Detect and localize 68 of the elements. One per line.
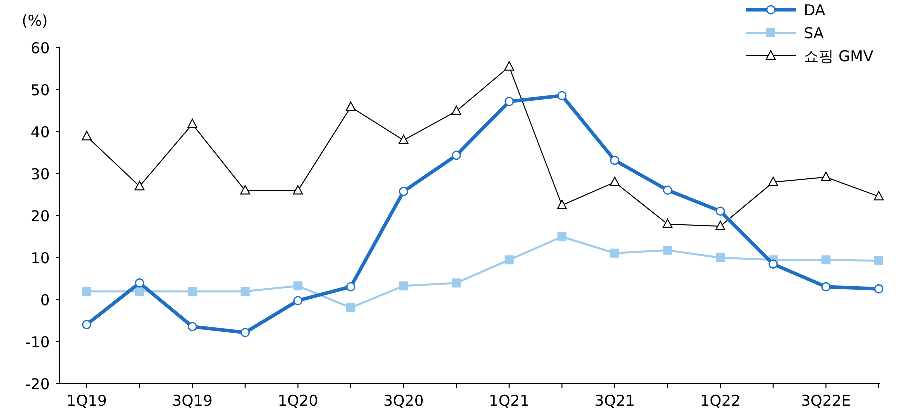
point	[346, 102, 356, 112]
point	[452, 150, 462, 160]
point	[874, 191, 884, 201]
y-tick-label: 0	[40, 291, 50, 310]
point	[135, 287, 144, 296]
y-tick-label: 50	[30, 81, 50, 100]
point	[82, 320, 92, 330]
point	[504, 256, 514, 265]
point	[716, 254, 726, 262]
point	[240, 287, 250, 296]
legend-label: 쇼핑 GMV	[804, 47, 874, 66]
point	[452, 106, 462, 116]
point	[504, 97, 514, 106]
point	[768, 260, 778, 269]
point	[294, 296, 303, 306]
point	[768, 176, 778, 186]
y-tick-label: 60	[30, 39, 50, 58]
point	[82, 287, 92, 296]
point	[294, 282, 303, 291]
point	[874, 284, 884, 294]
point	[874, 256, 884, 266]
y-tick-label: 10	[30, 249, 50, 268]
point	[504, 61, 514, 71]
point	[188, 322, 198, 332]
point	[188, 118, 198, 128]
point	[399, 186, 408, 196]
point	[293, 185, 304, 195]
point	[610, 248, 620, 258]
y-tick-label: -10	[26, 333, 50, 352]
point	[610, 156, 620, 166]
y-tick-label: 20	[30, 207, 50, 226]
y-tick-label: 30	[30, 165, 50, 184]
point	[663, 186, 672, 196]
x-tick-label: 3Q22E	[801, 392, 852, 410]
point	[610, 176, 620, 186]
point	[346, 282, 356, 292]
x-tick-label: 1Q20	[278, 392, 318, 410]
x-tick-label: 1Q21	[489, 392, 530, 410]
point	[663, 246, 672, 255]
x-tick-label: 1Q22	[700, 392, 741, 410]
y-axis-title: (%)	[22, 12, 48, 30]
legend-label: SA	[804, 24, 825, 42]
y-tick-label: -20	[26, 375, 50, 394]
point	[716, 206, 726, 216]
x-tick-label: 1Q19	[66, 392, 108, 410]
point	[398, 134, 409, 144]
point	[135, 278, 144, 288]
point	[134, 181, 145, 191]
point	[662, 218, 673, 228]
point	[346, 303, 356, 312]
y-tick-label: 40	[30, 123, 50, 142]
point	[82, 131, 92, 141]
point	[399, 282, 408, 291]
point	[716, 221, 726, 230]
point	[821, 172, 832, 182]
point	[558, 232, 567, 242]
point	[452, 278, 462, 288]
x-tick-label: 3Q19	[172, 392, 213, 410]
x-tick-label: 3Q20	[384, 392, 424, 410]
point	[557, 200, 568, 210]
x-tick-label: 3Q21	[594, 392, 636, 410]
point	[188, 287, 198, 296]
point	[558, 91, 567, 101]
point	[822, 256, 831, 265]
point	[240, 185, 250, 195]
legend-label: DA	[804, 1, 826, 20]
point	[240, 328, 250, 338]
point	[822, 282, 831, 292]
